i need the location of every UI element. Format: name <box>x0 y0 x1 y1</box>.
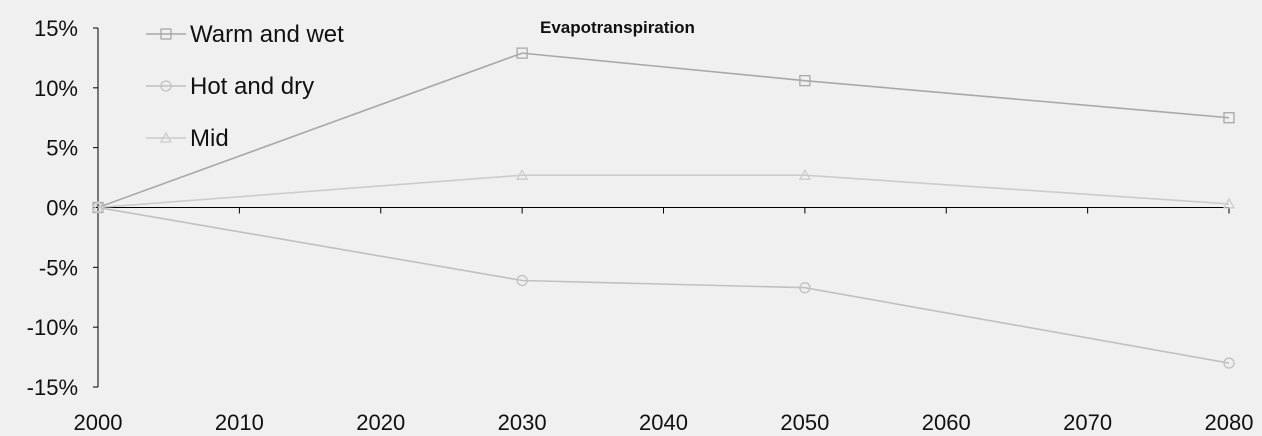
series-line <box>97 52 1230 209</box>
x-tick-label: 2000 <box>74 410 123 435</box>
y-tick-label: -10% <box>27 315 78 340</box>
x-tick-label: 2040 <box>639 410 688 435</box>
y-tick-label: 5% <box>46 136 78 161</box>
series-line <box>97 174 1230 209</box>
data-point-marker <box>516 168 529 180</box>
y-tick-label: 0% <box>46 196 78 221</box>
x-tick-label: 2060 <box>922 410 971 435</box>
data-point-marker <box>1223 112 1235 124</box>
data-point-marker <box>91 201 105 213</box>
y-tick-label: -5% <box>39 255 78 280</box>
chart-title: Evapotranspiration <box>540 18 695 37</box>
legend-label: Mid <box>190 125 229 152</box>
data-point-marker <box>1223 357 1235 369</box>
legend-marker <box>160 80 172 92</box>
y-tick-label: 10% <box>34 76 78 101</box>
legend-item: Mid <box>146 125 229 152</box>
data-point-marker <box>799 282 811 294</box>
y-tick-label: -15% <box>27 375 78 400</box>
legend: Warm and wet Hot and dry Mid <box>146 21 344 152</box>
legend-marker <box>160 28 172 40</box>
axes: 15% 10% 5% 0% -5% -10% -15% 2000 2010 2020 2030 204… <box>27 16 1254 435</box>
x-tick-label: 2050 <box>780 410 829 435</box>
legend-label: Warm and wet <box>190 21 344 48</box>
legend-label: Hot and dry <box>190 73 314 100</box>
series-triangle <box>91 168 1236 213</box>
data-point-marker <box>516 274 528 287</box>
x-tick-label: 2070 <box>1063 410 1112 435</box>
x-tick-label: 2030 <box>498 410 547 435</box>
x-tick-label: 2010 <box>215 410 264 435</box>
x-tick-label: 2080 <box>1205 410 1254 435</box>
data-point-marker <box>1222 197 1236 209</box>
legend-marker <box>159 131 173 143</box>
series-line <box>97 206 1230 364</box>
y-tick-label: 15% <box>34 16 78 41</box>
data-point-marker <box>799 75 811 87</box>
data-point-marker <box>516 47 528 59</box>
series-layer <box>91 47 1236 369</box>
legend-item: Hot and dry <box>146 73 314 100</box>
x-tick-label: 2020 <box>356 410 405 435</box>
legend-item: Warm and wet <box>146 21 344 48</box>
data-point-marker <box>798 168 811 180</box>
